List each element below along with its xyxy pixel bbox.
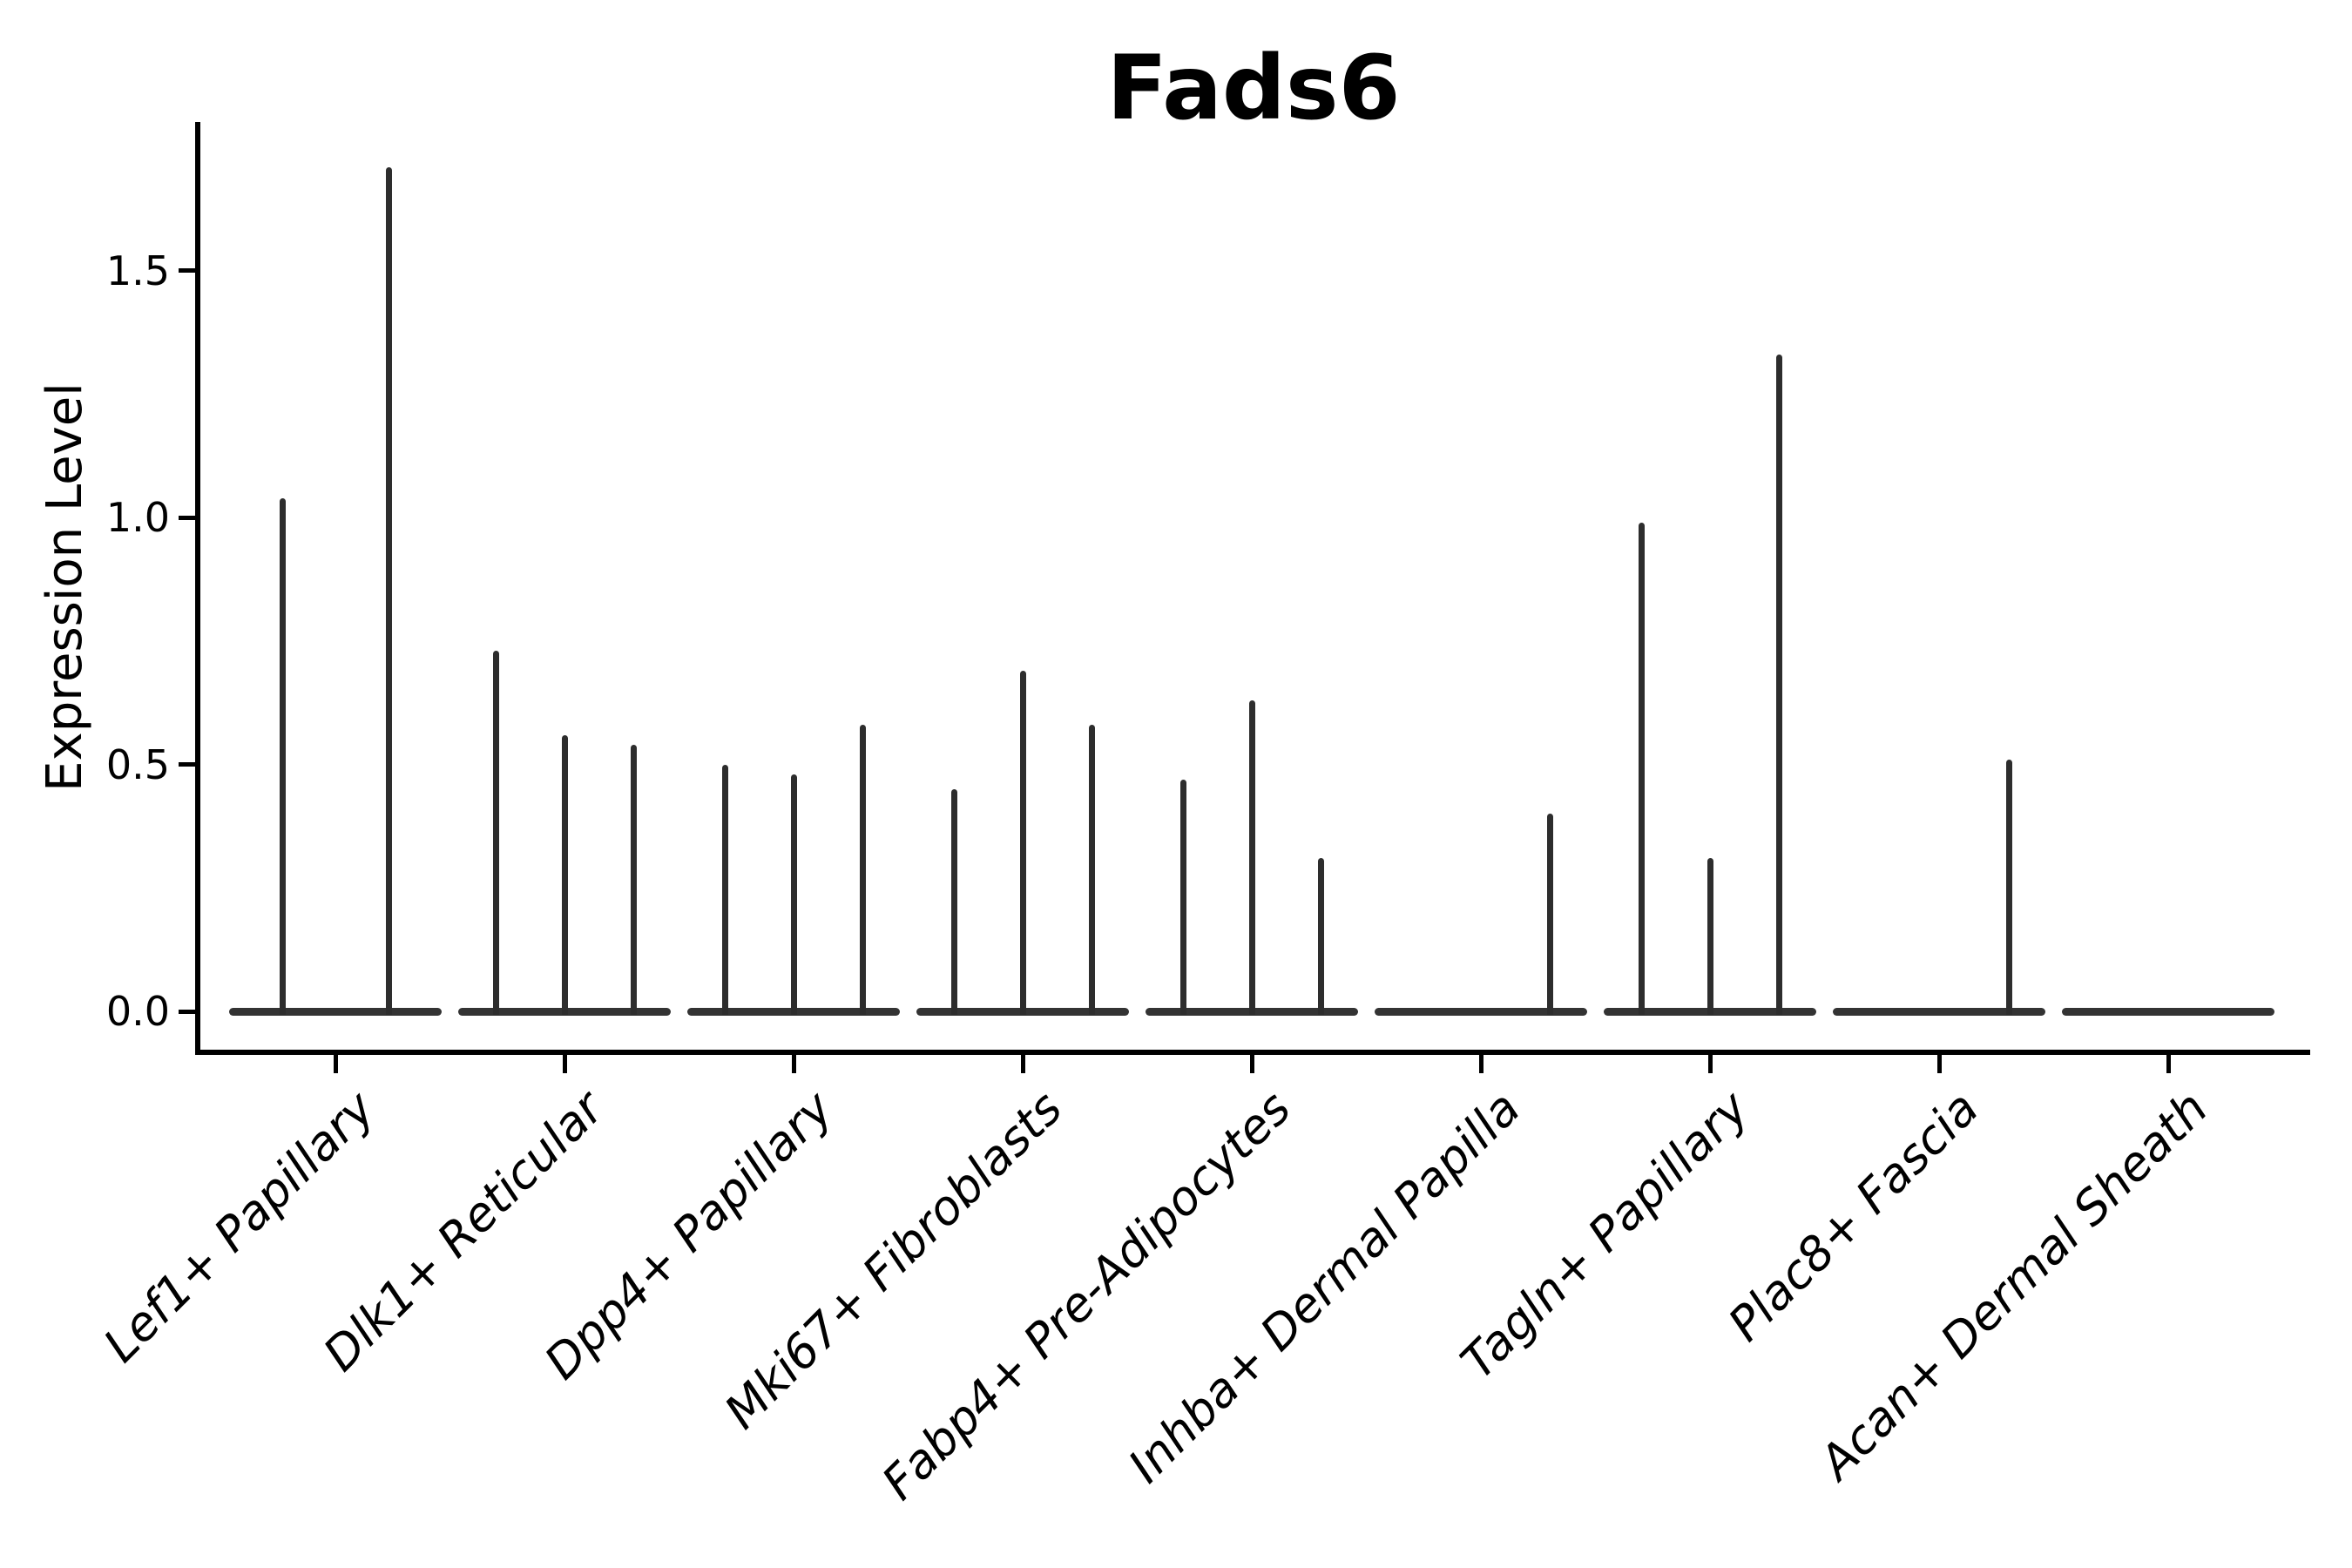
violin-baseline [1833,1008,2045,1016]
y-axis-label: Expression Level [37,382,93,792]
violin-max-spike [859,725,866,1015]
violin-max-spike [1775,355,1782,1015]
violin-max-spike [630,744,637,1015]
x-tick-mark [1707,1055,1713,1073]
violin-max-spike [385,166,392,1015]
violin-max-spike [561,734,568,1015]
y-tick-mark [179,762,197,767]
x-tick-mark [1249,1055,1254,1073]
y-tick-label: 1.5 [105,247,170,294]
x-axis-spine [195,1050,2310,1055]
violin-max-spike [790,774,797,1015]
y-tick-label: 0.0 [105,988,170,1035]
x-tick-label: Inhba+ Dermal Papilla [1118,1080,1531,1494]
violin-max-spike [1019,670,1026,1015]
x-tick-mark [562,1055,567,1073]
x-tick-mark [1020,1055,1025,1073]
x-tick-mark [2166,1055,2171,1073]
violin-max-spike [1707,858,1713,1015]
violin-max-spike [1638,522,1645,1015]
x-tick-mark [791,1055,796,1073]
violin-max-spike [279,497,286,1015]
x-tick-label: Acan+ Dermal Sheath [1808,1080,2219,1490]
violin-max-spike [2005,759,2012,1015]
y-tick-mark [179,515,197,520]
violin-baseline [1375,1008,1587,1016]
y-tick-mark [179,1009,197,1014]
violin-baseline [2062,1008,2274,1016]
plot-title: Fads6 [1106,37,1401,140]
y-tick-label: 1.0 [105,494,170,542]
violin-baseline [229,1008,442,1016]
x-tick-label: Fabp4+ Pre-Adipocytes [871,1080,1302,1511]
violin-max-spike [492,651,499,1015]
violin-max-spike [1088,725,1095,1015]
violin-max-spike [1317,858,1324,1015]
y-tick-label: 0.5 [105,740,170,788]
y-axis-spine [195,122,200,1054]
violin-max-spike [721,764,728,1015]
violin-max-spike [950,788,957,1015]
violin-max-spike [1546,814,1553,1015]
x-tick-mark [333,1055,338,1073]
violin-max-spike [1179,779,1186,1015]
x-tick-mark [1936,1055,1942,1073]
y-tick-mark [179,268,197,274]
x-tick-mark [1478,1055,1484,1073]
x-tick-label: Plac8+ Fascia [1717,1080,1990,1352]
violin-max-spike [1248,700,1255,1015]
